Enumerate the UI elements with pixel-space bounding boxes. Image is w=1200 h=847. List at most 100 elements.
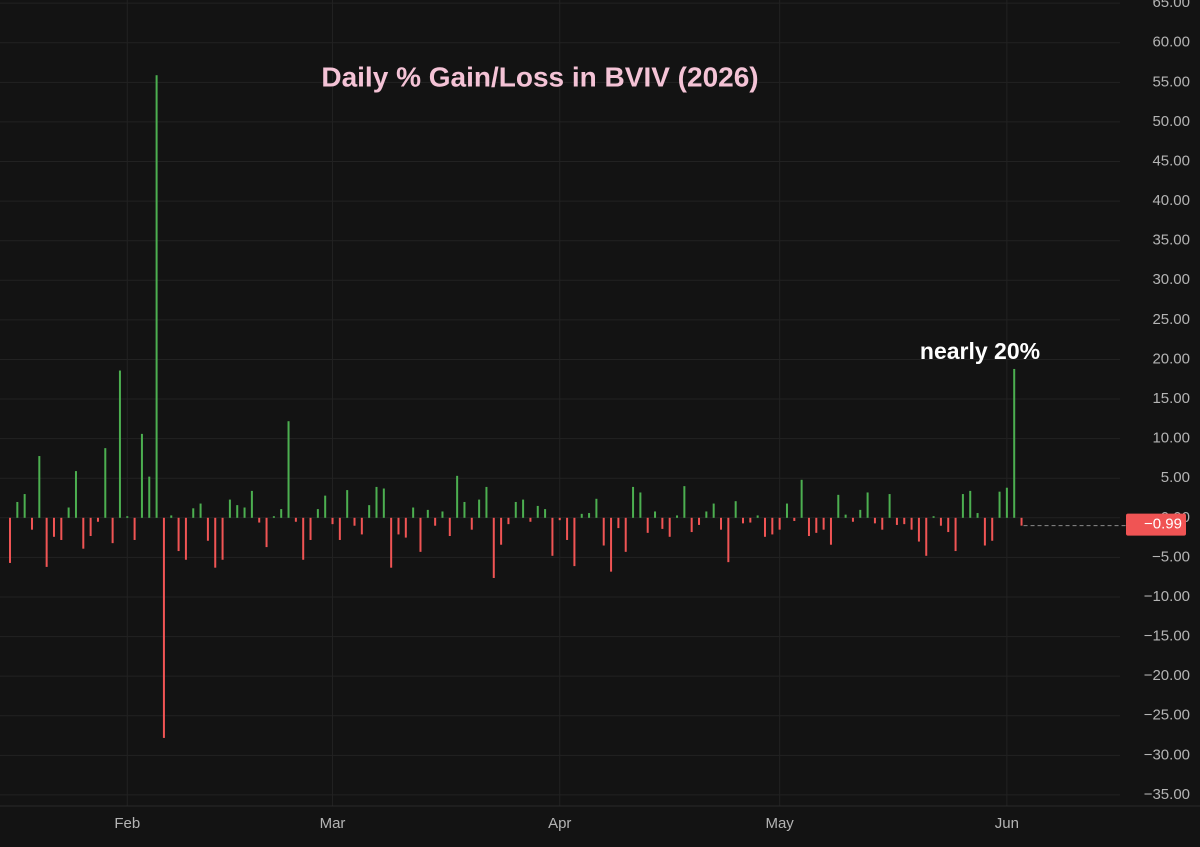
bar [236, 505, 239, 518]
bar [38, 456, 41, 518]
bar [785, 503, 788, 518]
bar [771, 517, 774, 535]
bar [221, 517, 224, 560]
bar [976, 513, 979, 518]
bar [624, 517, 627, 552]
bar [668, 517, 671, 537]
bars [9, 75, 1126, 738]
bar [1013, 368, 1016, 518]
bar [947, 517, 950, 533]
bar [610, 517, 613, 572]
y-tick-label: 30.00 [1152, 271, 1190, 288]
bar [661, 517, 664, 529]
bar [756, 515, 759, 518]
bar [353, 517, 356, 526]
bar [170, 515, 173, 518]
bar [177, 517, 180, 552]
y-tick-label: 10.00 [1152, 430, 1190, 447]
bar [939, 517, 942, 526]
y-tick-label: −35.00 [1144, 786, 1190, 803]
bar [500, 517, 503, 545]
bar [998, 491, 1001, 518]
bar [492, 517, 495, 578]
y-tick-label: 50.00 [1152, 113, 1190, 130]
bar [778, 517, 781, 530]
y-tick-label: −10.00 [1144, 588, 1190, 605]
y-tick-label: −30.00 [1144, 746, 1190, 763]
bar [67, 507, 70, 518]
last-value-label: −0.99 [1144, 516, 1182, 533]
bar [712, 503, 715, 518]
bar [133, 517, 136, 540]
bar [82, 517, 85, 549]
bar [331, 517, 334, 525]
labels: 65.00 60.00 55.00 50.00 45.00 40.00 35.00 30.00… [114, 0, 1190, 832]
bar [566, 517, 569, 540]
bar [507, 517, 510, 525]
bar [243, 507, 246, 518]
bar [382, 488, 385, 518]
y-tick-label: −15.00 [1144, 628, 1190, 645]
bar [925, 517, 928, 556]
bar [749, 517, 752, 523]
bar [199, 503, 202, 518]
bar [888, 494, 891, 518]
bar [463, 501, 466, 518]
y-tick-label: −25.00 [1144, 707, 1190, 724]
bar [873, 517, 876, 524]
bar [309, 517, 312, 540]
bar [807, 517, 810, 537]
bar [302, 517, 305, 560]
bar [727, 517, 730, 563]
bar [140, 433, 143, 518]
bar [478, 499, 481, 518]
bar [903, 517, 906, 525]
bar [397, 517, 400, 535]
bar [148, 476, 151, 518]
bar [866, 492, 869, 518]
y-tick-label: 5.00 [1161, 469, 1190, 486]
y-tick-label: 40.00 [1152, 192, 1190, 209]
bar [375, 486, 378, 518]
x-tick-label: Mar [320, 815, 346, 832]
bar [910, 517, 913, 530]
bar [104, 448, 107, 518]
y-tick-label: 55.00 [1152, 73, 1190, 90]
bar [895, 517, 898, 525]
bar [470, 517, 473, 530]
bar [654, 511, 657, 518]
bar [522, 499, 525, 518]
x-tick-label: Apr [548, 815, 571, 832]
bar [265, 517, 268, 548]
annotation: nearly 20% [920, 338, 1040, 364]
bar [30, 517, 33, 530]
bar [595, 498, 598, 518]
bar [646, 517, 649, 533]
bar [338, 517, 341, 540]
y-tick-label: 45.00 [1152, 152, 1190, 169]
bar [969, 490, 972, 518]
bar [551, 517, 554, 556]
bar [514, 501, 517, 518]
bar [698, 517, 701, 525]
bar [815, 517, 818, 533]
bar [917, 517, 920, 542]
bar [287, 421, 290, 518]
bar [96, 517, 99, 522]
bar [294, 517, 297, 522]
bar [228, 499, 231, 518]
bar [426, 509, 429, 518]
bar [206, 517, 209, 541]
bar [324, 495, 327, 518]
bar [258, 517, 261, 523]
bar [859, 509, 862, 518]
bar [111, 517, 114, 544]
bar [705, 511, 708, 518]
bar [983, 517, 986, 546]
bar [742, 517, 744, 524]
bar [580, 513, 583, 518]
bar [1020, 517, 1023, 526]
bar [822, 517, 825, 530]
bar [536, 505, 539, 518]
